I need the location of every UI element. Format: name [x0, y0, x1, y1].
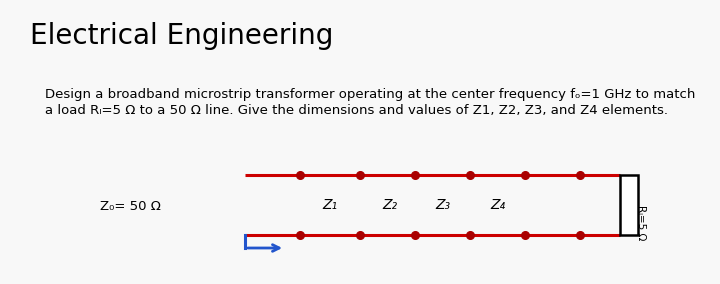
- Bar: [620, 175, 638, 235]
- Text: Z₃: Z₃: [436, 198, 451, 212]
- Text: Z₄: Z₄: [490, 198, 505, 212]
- Text: Rₗ=5 Ω: Rₗ=5 Ω: [636, 205, 646, 240]
- Text: Z₁: Z₁: [323, 198, 338, 212]
- Text: Electrical Engineering: Electrical Engineering: [30, 22, 333, 50]
- Text: Z₂: Z₂: [382, 198, 397, 212]
- Text: Z₀= 50 Ω: Z₀= 50 Ω: [100, 201, 161, 214]
- Text: a load Rₗ=5 Ω to a 50 Ω line. Give the dimensions and values of Z1, Z2, Z3, and : a load Rₗ=5 Ω to a 50 Ω line. Give the d…: [45, 104, 668, 117]
- Text: Design a broadband microstrip transformer operating at the center frequency fₒ=1: Design a broadband microstrip transforme…: [45, 88, 696, 101]
